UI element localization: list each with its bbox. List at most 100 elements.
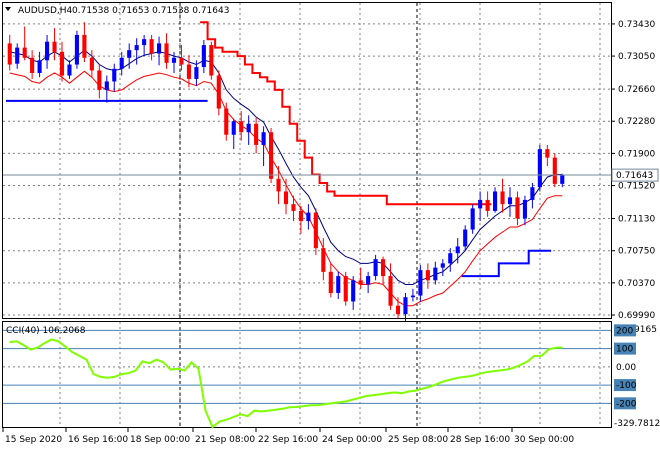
- candle-body[interactable]: [478, 199, 483, 209]
- candle-body[interactable]: [381, 259, 386, 277]
- candle-body[interactable]: [7, 43, 12, 65]
- cci-level-box: [614, 324, 636, 337]
- candle-body[interactable]: [112, 68, 117, 82]
- cci-grid: [3, 322, 611, 427]
- candle-body[interactable]: [373, 259, 378, 277]
- candle-body[interactable]: [463, 229, 468, 247]
- candle-body[interactable]: [59, 51, 65, 76]
- candle-body[interactable]: [209, 45, 214, 76]
- candle-body[interactable]: [261, 132, 266, 145]
- candle-body[interactable]: [67, 64, 72, 76]
- candle-body[interactable]: [30, 57, 35, 73]
- candle-body[interactable]: [500, 191, 505, 205]
- candle-body[interactable]: [537, 149, 542, 188]
- candle-body[interactable]: [224, 108, 229, 135]
- candle-body[interactable]: [507, 197, 513, 205]
- ohlc-readout: 0.71538 0.71653 0.71538 0.71643: [72, 6, 229, 16]
- candle-body[interactable]: [82, 34, 87, 58]
- candle-body[interactable]: [142, 39, 147, 46]
- candle-body[interactable]: [552, 157, 557, 184]
- candle-body[interactable]: [448, 253, 453, 264]
- envelope-mid-line: [9, 49, 563, 285]
- current-price-label: 0.71643: [616, 171, 653, 181]
- candle-body[interactable]: [298, 210, 303, 222]
- cci-level-label: 200: [616, 326, 633, 336]
- candle-body[interactable]: [164, 43, 169, 63]
- candle-body[interactable]: [179, 57, 184, 65]
- candle-body[interactable]: [560, 175, 565, 184]
- candle-body[interactable]: [403, 297, 408, 315]
- candle-body[interactable]: [425, 270, 430, 281]
- time-tick-label: 24 Sep 00:00: [322, 435, 382, 445]
- candle-body[interactable]: [358, 280, 363, 285]
- candle-body[interactable]: [149, 39, 154, 54]
- price-tick-label: 0.69990: [618, 311, 655, 321]
- candle-body[interactable]: [22, 47, 27, 58]
- candle-body[interactable]: [171, 57, 177, 63]
- candle-body[interactable]: [395, 305, 401, 315]
- candle-body[interactable]: [418, 270, 423, 296]
- candle-body[interactable]: [246, 123, 251, 133]
- candle-body[interactable]: [74, 34, 79, 65]
- candle-body[interactable]: [336, 276, 341, 293]
- candle-body[interactable]: [291, 204, 296, 211]
- price-tick-label: 0.70750: [618, 247, 655, 257]
- candle-body[interactable]: [485, 199, 490, 211]
- candle-body[interactable]: [134, 45, 139, 51]
- cci-label: CCI(40) 106.2068: [6, 326, 86, 336]
- candle-body[interactable]: [276, 178, 281, 192]
- candle-body[interactable]: [283, 191, 289, 205]
- candle-body[interactable]: [343, 276, 348, 302]
- candle-body[interactable]: [157, 43, 162, 54]
- candle-body[interactable]: [127, 50, 132, 58]
- candle-body[interactable]: [45, 41, 50, 61]
- cci-min-label: -329.7812: [614, 419, 660, 429]
- candle-body[interactable]: [186, 64, 191, 79]
- chart-menu-triangle-icon[interactable]: [5, 7, 11, 11]
- candle-body[interactable]: [493, 191, 498, 211]
- candle-body[interactable]: [321, 248, 326, 272]
- candle-body[interactable]: [433, 267, 438, 281]
- candle-body[interactable]: [269, 132, 274, 179]
- time-tick-label: 22 Sep 16:00: [258, 435, 318, 445]
- candle-body[interactable]: [515, 197, 520, 219]
- cci-level-label: 0.00: [616, 363, 636, 373]
- candle-body[interactable]: [313, 212, 318, 249]
- candle-body[interactable]: [201, 45, 206, 68]
- candle-body[interactable]: [37, 60, 42, 73]
- candle-body[interactable]: [410, 295, 415, 298]
- cci-level-box: [614, 342, 636, 355]
- time-axis[interactable]: 15 Sep 2020 16 Sep 16:00 18 Sep 00:00 21 Se…: [2, 428, 574, 445]
- candle-body[interactable]: [97, 70, 102, 90]
- candle-body[interactable]: [545, 149, 550, 158]
- candle-body[interactable]: [328, 271, 333, 293]
- candle-body[interactable]: [306, 212, 311, 222]
- candle-body[interactable]: [15, 47, 20, 64]
- candle-body[interactable]: [440, 263, 445, 268]
- candle-body[interactable]: [194, 67, 199, 79]
- candle-body[interactable]: [216, 75, 221, 109]
- candle-body[interactable]: [254, 123, 259, 145]
- candle-body[interactable]: [351, 280, 356, 302]
- candle-body[interactable]: [470, 208, 475, 230]
- price-tick-label: 0.73430: [618, 20, 655, 30]
- cci-panel[interactable]: [2, 321, 612, 428]
- candle-body[interactable]: [239, 121, 244, 133]
- candle-body[interactable]: [530, 187, 535, 200]
- candlestick-series[interactable]: [7, 22, 565, 321]
- candle-body[interactable]: [89, 57, 94, 71]
- main-chart-panel[interactable]: [2, 2, 612, 319]
- candle-body[interactable]: [455, 246, 460, 254]
- candle-body[interactable]: [119, 57, 124, 69]
- candle-body[interactable]: [366, 276, 371, 285]
- candle-body[interactable]: [388, 276, 393, 306]
- candle-body[interactable]: [104, 81, 109, 90]
- candle-body[interactable]: [52, 41, 57, 52]
- candle-body[interactable]: [231, 121, 236, 135]
- cci-axis[interactable]: 245.91652001000.00-100-200-329.7812: [614, 324, 660, 429]
- cci-level-box: [614, 379, 636, 392]
- price-axis[interactable]: 0.73430 0.73050 0.72660 0.72280 0.71900 0.715…: [611, 20, 659, 321]
- candle-body[interactable]: [522, 199, 527, 219]
- cci-level-label: -200: [616, 399, 637, 409]
